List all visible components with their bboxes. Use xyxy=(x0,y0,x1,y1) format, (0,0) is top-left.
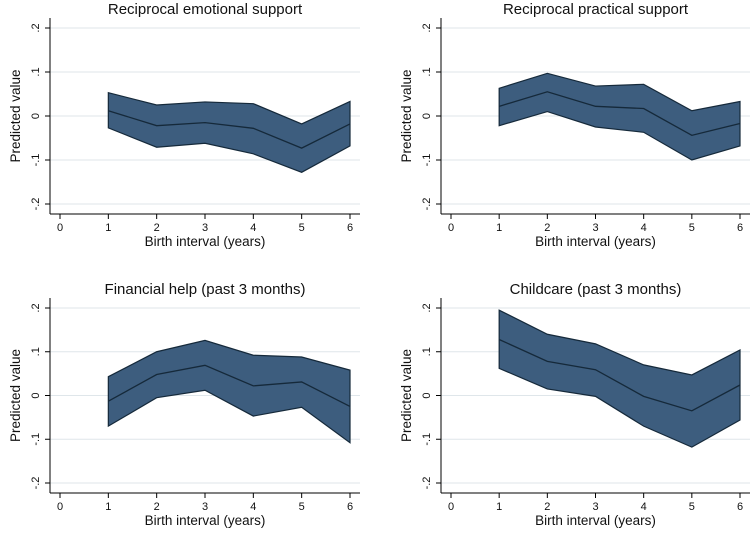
x-tick-label: 6 xyxy=(737,222,743,234)
panel-emotional-support: 0 1 2 3 4 5 6 -.2 -.1 0 .1 .2 Reciprocal emotional s… xyxy=(8,1,360,249)
x-tick-label: 2 xyxy=(154,501,160,513)
y-tick-label: .1 xyxy=(421,347,433,356)
x-tick-label: 0 xyxy=(448,501,454,513)
x-tick-label: 5 xyxy=(299,222,305,234)
x-tick-label: 4 xyxy=(641,222,647,234)
y-axis-title: Predicted value xyxy=(8,349,23,442)
y-tick-label: -.1 xyxy=(421,433,433,446)
panel-title: Financial help (past 3 months) xyxy=(105,281,306,298)
x-tick-label: 6 xyxy=(737,501,743,513)
x-tick-label: 4 xyxy=(641,501,647,513)
x-tick-label: 1 xyxy=(105,222,111,234)
y-tick-label: .1 xyxy=(30,347,42,356)
y-tick-label: -.2 xyxy=(30,198,42,211)
y-tick-label: -.1 xyxy=(30,433,42,446)
x-tick-label: 2 xyxy=(544,501,550,513)
x-tick-label: 0 xyxy=(57,222,63,234)
x-axis-title: Birth interval (years) xyxy=(145,513,266,528)
y-axis-title: Predicted value xyxy=(399,349,414,442)
y-tick-label: -.2 xyxy=(421,198,433,211)
y-tick-label: 0 xyxy=(421,113,433,119)
y-tick-label: 0 xyxy=(30,113,42,119)
y-tick-label: .2 xyxy=(30,303,42,312)
panel-childcare: 0 1 2 3 4 5 6 -.2 -.1 0 .1 .2 Childcare (past 3 mont… xyxy=(399,281,750,528)
y-tick-label: -.2 xyxy=(421,477,433,490)
panel-title: Reciprocal emotional support xyxy=(108,1,303,18)
x-axis-title: Birth interval (years) xyxy=(145,234,266,249)
x-tick-label: 1 xyxy=(105,501,111,513)
y-tick-label: -.2 xyxy=(30,477,42,490)
y-axis-title: Predicted value xyxy=(8,69,23,162)
panel-practical-support: 0 1 2 3 4 5 6 -.2 -.1 0 .1 .2 Reciprocal practical s… xyxy=(399,1,750,249)
y-tick-label: -.1 xyxy=(421,154,433,167)
x-tick-label: 0 xyxy=(448,222,454,234)
panel-financial-help: 0 1 2 3 4 5 6 -.2 -.1 0 .1 .2 Financial help (past 3… xyxy=(8,281,360,528)
x-tick-label: 3 xyxy=(202,501,208,513)
x-tick-label: 3 xyxy=(202,222,208,234)
y-tick-label: .2 xyxy=(421,23,433,32)
y-tick-label: .2 xyxy=(30,23,42,32)
x-tick-label: 0 xyxy=(57,501,63,513)
y-tick-label: .1 xyxy=(421,67,433,76)
panel-title: Reciprocal practical support xyxy=(503,1,689,18)
panel-title: Childcare (past 3 months) xyxy=(510,281,682,298)
y-axis-title: Predicted value xyxy=(399,69,414,162)
x-tick-label: 6 xyxy=(347,501,353,513)
x-tick-label: 3 xyxy=(592,501,598,513)
x-tick-label: 3 xyxy=(592,222,598,234)
x-tick-label: 2 xyxy=(544,222,550,234)
y-tick-label: -.1 xyxy=(30,154,42,167)
x-axis-title: Birth interval (years) xyxy=(535,513,656,528)
x-tick-label: 1 xyxy=(496,222,502,234)
y-tick-label: .1 xyxy=(30,67,42,76)
x-tick-label: 5 xyxy=(299,501,305,513)
x-axis-title: Birth interval (years) xyxy=(535,234,656,249)
x-tick-label: 1 xyxy=(496,501,502,513)
confidence-band xyxy=(499,310,740,447)
x-tick-label: 5 xyxy=(689,222,695,234)
x-tick-label: 5 xyxy=(689,501,695,513)
x-tick-label: 4 xyxy=(250,222,256,234)
x-tick-label: 4 xyxy=(250,501,256,513)
confidence-band xyxy=(499,73,740,160)
y-tick-label: 0 xyxy=(421,392,433,398)
x-tick-label: 2 xyxy=(154,222,160,234)
confidence-band xyxy=(108,340,350,442)
x-tick-label: 6 xyxy=(347,222,353,234)
y-tick-label: .2 xyxy=(421,303,433,312)
y-tick-label: 0 xyxy=(30,392,42,398)
